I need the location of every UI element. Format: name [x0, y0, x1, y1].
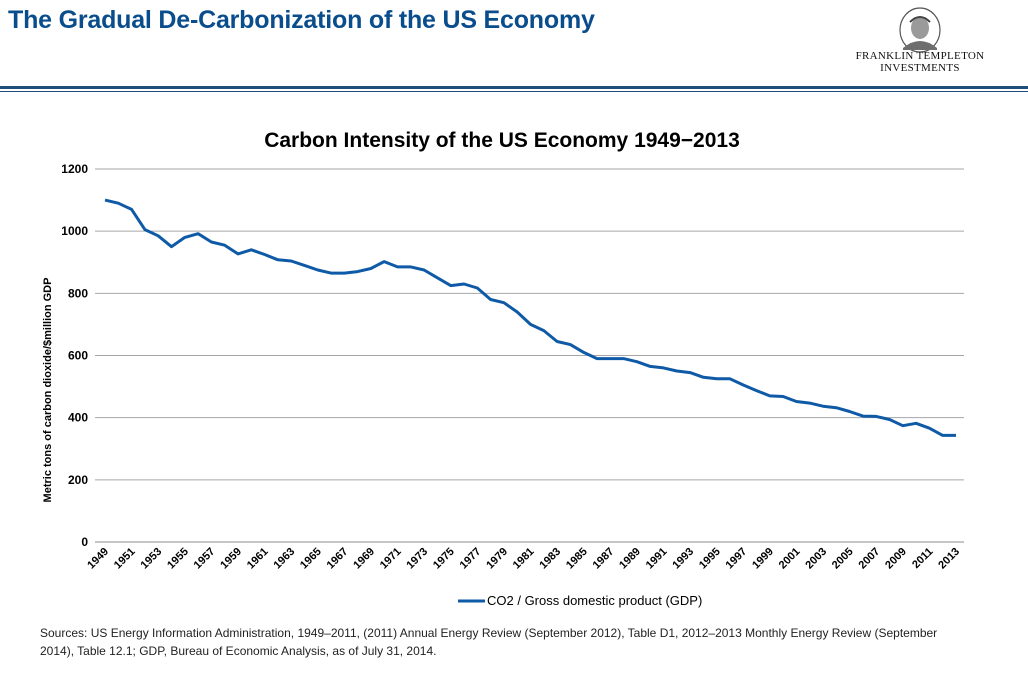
x-tick-label: 1987 [591, 546, 617, 572]
x-tick-label: 1993 [670, 546, 696, 572]
header-rule-thin [0, 91, 1028, 92]
x-tick-label: 1989 [617, 546, 643, 572]
carbon-intensity-chart: Carbon Intensity of the US Economy 1949−… [42, 129, 964, 608]
logo-line-1: FRANKLIN TEMPLETON [855, 50, 985, 62]
y-tick-label: 600 [68, 349, 88, 363]
x-tick-label: 1973 [404, 546, 430, 572]
y-tick-label: 1000 [61, 224, 88, 238]
x-tick-label: 1985 [564, 546, 590, 572]
header-rule-thick [0, 86, 1028, 89]
x-tick-label: 1977 [458, 546, 484, 572]
series-line-co2-gdp [104, 198, 956, 437]
x-tick-label: 1971 [378, 546, 404, 572]
sources-note: Sources: US Energy Information Administr… [40, 626, 938, 658]
y-tick-label: 0 [81, 535, 88, 549]
y-tick-label: 400 [68, 411, 88, 425]
x-tick-label: 1963 [271, 546, 297, 572]
logo-line-2: INVESTMENTS [880, 62, 960, 74]
x-tick-label: 1951 [112, 546, 138, 572]
x-tick-label: 1955 [165, 546, 191, 572]
y-axis-label: Metric tons of carbon dioxide/$million G… [42, 278, 54, 503]
x-tick-label: 2011 [910, 546, 935, 571]
chart-title: Carbon Intensity of the US Economy 1949−… [264, 129, 740, 152]
x-tick-label: 1995 [697, 546, 723, 572]
x-tick-label: 1997 [724, 546, 750, 572]
x-tick-label: 2007 [857, 546, 883, 572]
x-tick-label: 1991 [644, 546, 670, 572]
x-tick-label: 1967 [325, 546, 351, 572]
y-tick-label: 1200 [61, 162, 88, 176]
x-tick-label: 2005 [830, 546, 856, 572]
x-tick-label: 2009 [883, 546, 909, 572]
y-tick-label: 200 [68, 473, 88, 487]
x-tick-label: 1965 [298, 546, 324, 572]
x-tick-label: 1983 [537, 546, 563, 572]
x-tick-label: 1981 [511, 546, 537, 572]
franklin-portrait-logo [899, 7, 941, 53]
x-tick-label: 1969 [351, 546, 377, 572]
slide-title: The Gradual De-Carbonization of the US E… [8, 6, 595, 34]
x-tick-label: 2003 [803, 546, 829, 572]
x-tick-label: 1961 [245, 546, 271, 572]
x-tick-label: 1999 [750, 546, 776, 572]
legend-label: CO2 / Gross domestic product (GDP) [487, 593, 702, 608]
y-tick-label: 800 [68, 286, 88, 300]
x-tick-label: 1949 [85, 546, 111, 572]
x-tick-label: 1979 [484, 546, 510, 572]
x-tick-label: 2001 [777, 546, 803, 572]
x-tick-label: 1975 [431, 546, 457, 572]
x-tick-label: 1957 [192, 546, 218, 572]
x-tick-label: 1959 [218, 546, 244, 572]
x-tick-label: 1953 [139, 546, 165, 572]
x-tick-label: 2013 [936, 546, 962, 572]
